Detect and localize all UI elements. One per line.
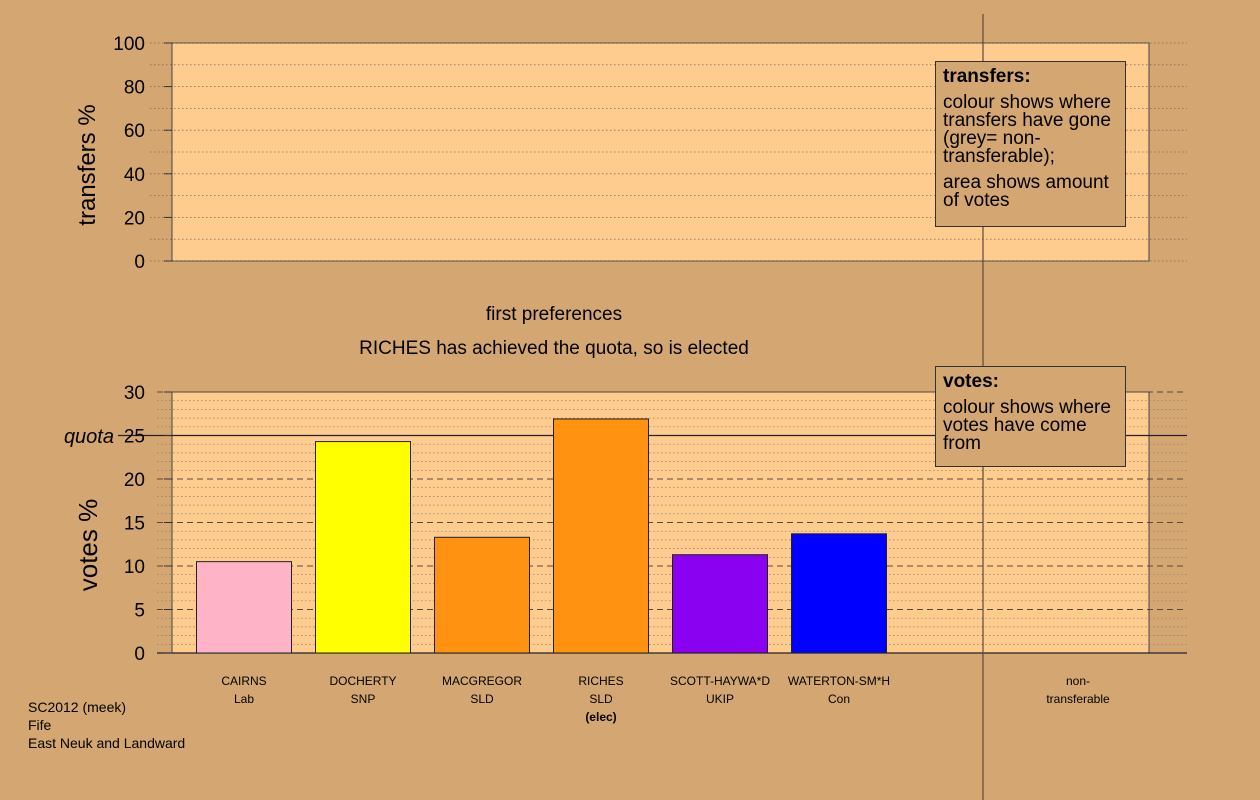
votes-legend-text: colour shows where votes have come from	[943, 397, 1111, 454]
transfers-y-tick-label: 100	[113, 34, 145, 55]
transfers-legend-title: transfers:	[943, 66, 1031, 87]
candidate-status-label: (elec)	[585, 710, 616, 724]
chart-subtitle: RICHES has achieved the quota, so is ele…	[359, 338, 749, 359]
transfers-legend-text-2: area shows amount of votes	[943, 172, 1109, 211]
candidate-name-label: WATERTON-SM*H	[788, 674, 890, 688]
candidate-name-label: SCOTT-HAYWA*D	[670, 674, 770, 688]
bar-cairns	[196, 561, 292, 654]
votes-y-axis-label: votes %	[73, 499, 103, 592]
votes-y-tick-label: 0	[134, 644, 145, 665]
bar-macgregor	[434, 536, 530, 654]
bar-waterton-sm-h	[791, 533, 887, 654]
candidate-party-label: SLD	[470, 692, 494, 706]
votes-y-tick-label: 15	[124, 514, 145, 535]
transfers-y-tick-label: 0	[134, 252, 145, 273]
chart-title: first preferences	[486, 304, 622, 325]
non-transferable-label: non-	[1066, 674, 1090, 688]
candidate-party-label: SNP	[351, 692, 376, 706]
footer-ward: East Neuk and Landward	[28, 735, 186, 751]
votes-y-tick-label: 30	[124, 383, 145, 404]
bar-riches	[553, 418, 649, 654]
candidate-name-label: RICHES	[578, 674, 623, 688]
votes-y-tick-label: 25	[124, 427, 145, 448]
candidate-name-label: CAIRNS	[221, 674, 266, 688]
votes-y-tick-label: 20	[124, 470, 145, 491]
quota-label: quota	[64, 426, 114, 448]
footer-election: SC2012 (meek)	[28, 699, 127, 715]
votes-y-tick-label: 10	[124, 557, 145, 578]
candidate-party-label: Lab	[234, 692, 254, 706]
transfers-y-tick-label: 60	[124, 121, 145, 142]
candidate-name-label: DOCHERTY	[329, 674, 396, 688]
votes-x-labels: CAIRNS Lab DOCHERTY SNP MACGREGOR SLD RICHES SL…	[221, 674, 1110, 724]
transfers-y-tick-label: 20	[124, 208, 145, 229]
footer-info: SC2012 (meek) Fife East Neuk and Landwar…	[28, 698, 185, 752]
candidate-party-label: Con	[828, 692, 850, 706]
footer-council: Fife	[28, 717, 52, 733]
votes-y-ticks: 0 5 10 15 20 25 30	[124, 383, 172, 665]
transfers-y-axis-label: transfers %	[74, 104, 101, 225]
transfers-y-tick-label: 40	[124, 165, 145, 186]
transfers-legend: transfers: colour shows where transfers …	[935, 61, 1126, 227]
transfers-legend-text-1: colour shows where transfers have gone (…	[943, 92, 1111, 167]
bar-scott-haywa-d	[672, 554, 768, 654]
votes-legend-title: votes:	[943, 371, 999, 392]
bar-docherty	[315, 441, 411, 654]
transfers-y-tick-label: 80	[124, 78, 145, 99]
candidate-party-label: SLD	[589, 692, 613, 706]
transfers-y-ticks: 0 20 40 60 80 100	[113, 34, 172, 273]
candidate-name-label: MACGREGOR	[442, 674, 522, 688]
non-transferable-label: transferable	[1046, 692, 1110, 706]
votes-legend: votes: colour shows where votes have com…	[935, 366, 1126, 467]
votes-bars	[196, 418, 887, 654]
candidate-party-label: UKIP	[706, 692, 734, 706]
votes-y-tick-label: 5	[134, 601, 145, 622]
